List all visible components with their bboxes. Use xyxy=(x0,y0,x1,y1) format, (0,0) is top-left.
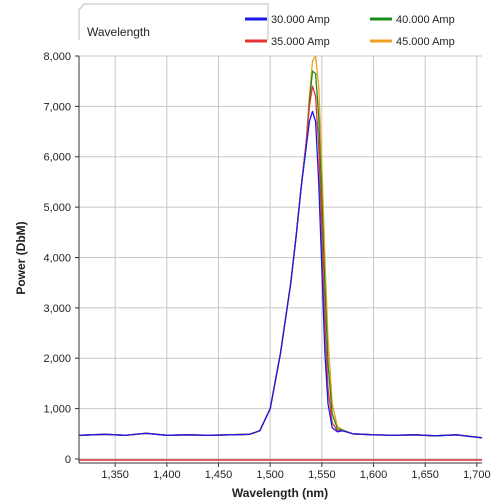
y-tick-label: 2,000 xyxy=(43,353,71,365)
legend-label-35-amp: 35.000 Amp xyxy=(271,36,330,48)
plot-area xyxy=(79,56,482,463)
chart-tab-label: Wavelength xyxy=(87,25,150,39)
y-axis-ticks: 0 1,000 2,000 3,000 4,000 5,000 6,000 7,000 8,00… xyxy=(43,51,79,466)
y-tick-label: 3,000 xyxy=(43,303,71,315)
x-tick-label: 1,350 xyxy=(101,469,129,481)
series-group xyxy=(78,55,483,439)
y-axis-title: Power (DbM) xyxy=(14,221,28,294)
x-tick-label: 1,650 xyxy=(411,469,439,481)
y-tick-label: 7,000 xyxy=(43,101,71,113)
x-tick-label: 1,600 xyxy=(360,469,388,481)
y-tick-label: 4,000 xyxy=(43,252,71,264)
y-tick-label: 8,000 xyxy=(43,51,71,63)
y-tick-label: 5,000 xyxy=(43,202,71,214)
x-tick-label: 1,500 xyxy=(256,469,284,481)
y-tick-label: 6,000 xyxy=(43,152,71,164)
legend-label-40-amp: 40.000 Amp xyxy=(396,14,455,26)
series-line-30-000-amp xyxy=(78,110,483,439)
legend: 30.000 Amp 35.000 Amp 40.000 Amp 45.000 … xyxy=(245,14,455,48)
x-axis-ticks: 1,350 1,400 1,450 1,500 1,550 1,600 1,650 1,700 xyxy=(101,463,491,481)
legend-label-30-amp: 30.000 Amp xyxy=(271,14,330,26)
chart-tab[interactable] xyxy=(78,3,269,40)
x-tick-label: 1,450 xyxy=(205,469,233,481)
x-tick-label: 1,700 xyxy=(463,469,491,481)
legend-label-45-amp: 45.000 Amp xyxy=(396,36,455,48)
x-tick-label: 1,400 xyxy=(153,469,181,481)
y-tick-label: 0 xyxy=(65,454,71,466)
x-tick-label: 1,550 xyxy=(308,469,336,481)
y-tick-label: 1,000 xyxy=(43,404,71,416)
x-axis-title: Wavelength (nm) xyxy=(232,486,328,500)
